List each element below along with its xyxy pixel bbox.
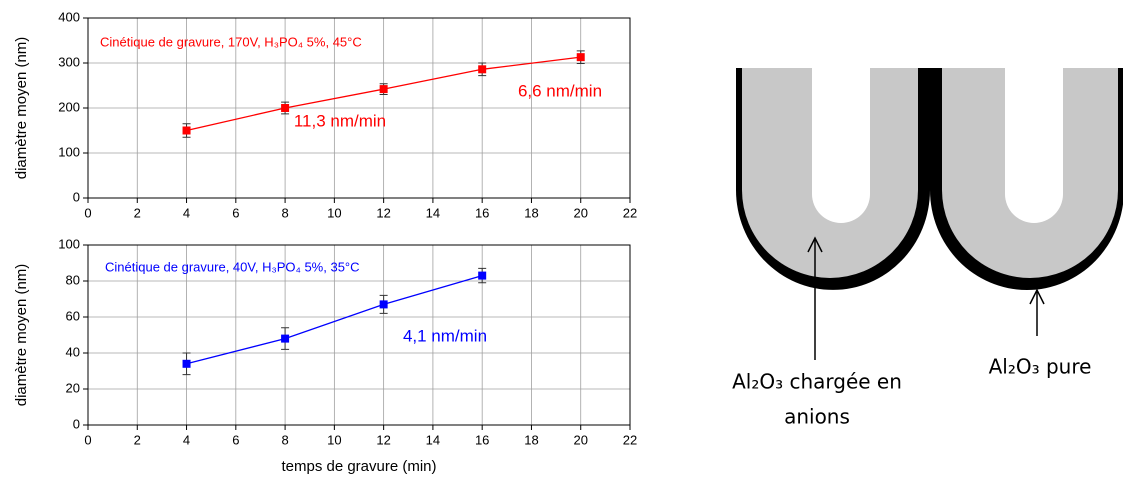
arrow-head xyxy=(1029,288,1045,305)
x-tick-label: 22 xyxy=(623,432,637,447)
x-tick-label: 2 xyxy=(134,432,141,447)
pore-diagram: Al₂O₃ chargée en anions Al₂O₃ pure xyxy=(732,68,1123,429)
y-tick-label: 400 xyxy=(58,9,80,24)
marker xyxy=(281,104,290,112)
marker xyxy=(379,300,388,309)
x-tick-label: 22 xyxy=(623,205,637,220)
x-tick-label: 16 xyxy=(475,205,489,220)
marker xyxy=(478,65,487,74)
x-tick-label: 4 xyxy=(183,432,190,447)
x-tick-label: 10 xyxy=(327,205,341,220)
marker xyxy=(281,334,290,343)
x-tick-label: 12 xyxy=(376,205,390,220)
marker xyxy=(478,271,487,280)
y-tick-label: 0 xyxy=(73,416,80,431)
annotation: 6,6 nm/min xyxy=(518,81,602,100)
annotation: Cinétique de gravure, 40V, H₃PO₄ 5%, 35°… xyxy=(105,259,360,274)
x-tick-label: 18 xyxy=(524,205,538,220)
y-axis-label: diamètre moyen (nm) xyxy=(13,264,30,407)
diagram-label: Al₂O₃ chargée en xyxy=(732,370,902,394)
x-tick-label: 16 xyxy=(475,432,489,447)
y-tick-label: 0 xyxy=(73,189,80,204)
pore-hole xyxy=(1005,68,1063,223)
x-tick-label: 20 xyxy=(573,432,587,447)
x-tick-label: 0 xyxy=(84,432,91,447)
diagram-label: Al₂O₃ pure xyxy=(989,355,1092,379)
annotation: Cinétique de gravure, 170V, H₃PO₄ 5%, 45… xyxy=(100,34,362,49)
x-tick-label: 0 xyxy=(84,205,91,220)
plot-frame xyxy=(87,244,631,426)
marker xyxy=(182,359,191,368)
x-axis-label: temps de gravure (min) xyxy=(281,458,436,475)
marker xyxy=(576,53,585,62)
diagram-label: anions xyxy=(784,405,850,429)
line xyxy=(186,274,483,365)
annotation: 4,1 nm/min xyxy=(403,326,487,345)
x-tick-label: 12 xyxy=(376,432,390,447)
y-tick-label: 40 xyxy=(66,344,80,359)
y-tick-label: 20 xyxy=(66,380,80,395)
x-tick-label: 18 xyxy=(524,432,538,447)
x-tick-label: 2 xyxy=(134,205,141,220)
x-tick-label: 8 xyxy=(281,432,288,447)
x-tick-label: 4 xyxy=(183,205,190,220)
y-tick-label: 60 xyxy=(66,308,80,323)
x-tick-label: 14 xyxy=(426,205,440,220)
y-tick-label: 100 xyxy=(58,236,80,251)
plot-frame xyxy=(87,17,631,199)
y-tick-label: 100 xyxy=(58,144,80,159)
x-tick-label: 20 xyxy=(573,205,587,220)
y-tick-label: 80 xyxy=(66,272,80,287)
marker xyxy=(379,85,388,94)
annotation: 11,3 nm/min xyxy=(294,111,386,130)
pore-hole xyxy=(812,68,870,223)
y-tick-label: 300 xyxy=(58,54,80,69)
x-tick-label: 6 xyxy=(232,205,239,220)
x-tick-label: 14 xyxy=(426,432,440,447)
arrow-head xyxy=(807,236,823,253)
marker xyxy=(182,126,191,135)
y-axis-label: diamètre moyen (nm) xyxy=(13,37,30,180)
x-tick-label: 10 xyxy=(327,432,341,447)
x-tick-label: 8 xyxy=(281,205,288,220)
x-tick-label: 6 xyxy=(232,432,239,447)
y-tick-label: 200 xyxy=(58,99,80,114)
